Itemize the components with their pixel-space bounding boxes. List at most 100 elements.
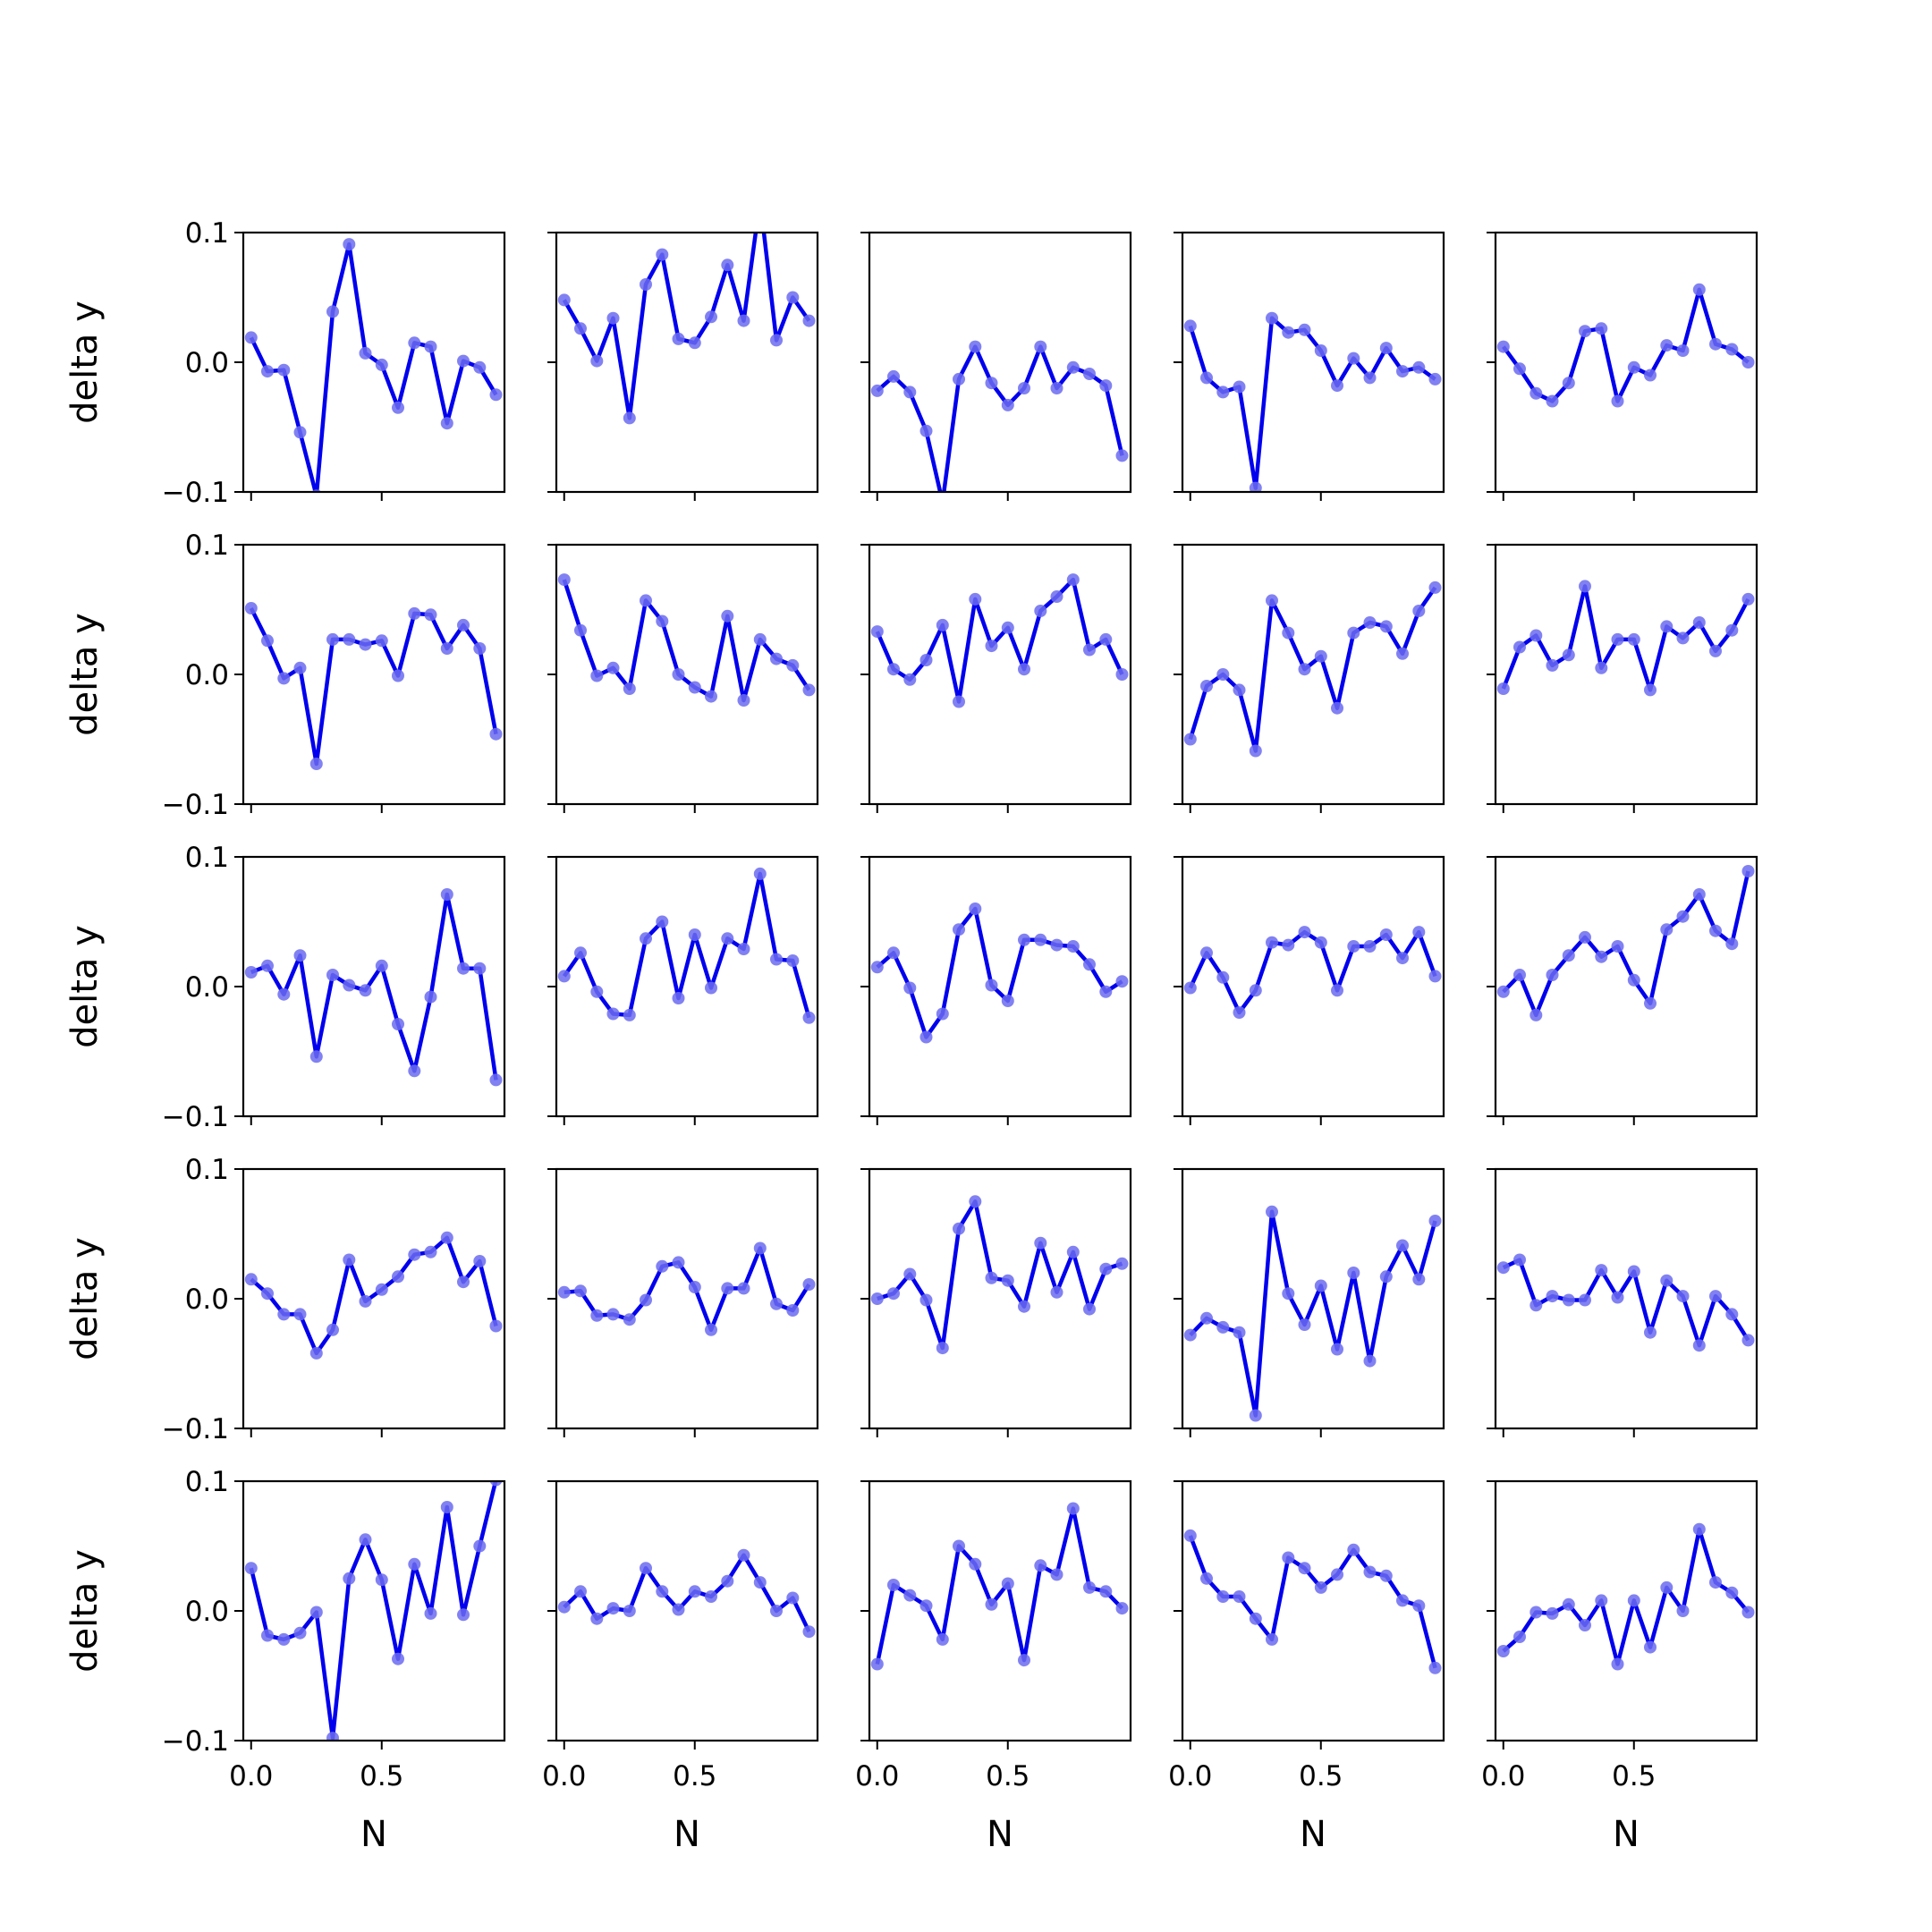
data-point	[1428, 372, 1442, 386]
data-point	[1001, 1577, 1014, 1590]
series-group	[870, 340, 1129, 492]
data-point	[1331, 984, 1343, 997]
series-line	[1188, 316, 1436, 490]
series-group	[557, 573, 816, 707]
data-point	[1363, 371, 1377, 385]
data-point	[870, 625, 884, 639]
y-axis-label: delta y	[64, 301, 106, 424]
data-point	[343, 632, 356, 646]
data-point	[1396, 365, 1409, 378]
data-point	[1595, 950, 1608, 963]
x-tick-label: 0.0	[229, 1760, 273, 1792]
data-point	[953, 1539, 965, 1553]
data-point	[326, 305, 339, 318]
y-tick-label: −0.1	[162, 1413, 229, 1445]
data-point	[1083, 368, 1096, 380]
data-point	[1282, 1287, 1295, 1301]
x-tick-label: 0.0	[1168, 1760, 1212, 1792]
data-point	[623, 1008, 636, 1021]
subplot-frame	[1181, 855, 1445, 1118]
series-line	[1501, 584, 1750, 692]
data-point	[1050, 1568, 1063, 1581]
data-point	[408, 606, 421, 620]
y-axis-label: delta y	[64, 613, 106, 736]
y-tick-label: −0.1	[162, 477, 229, 509]
series-group	[557, 1241, 816, 1336]
data-point	[770, 953, 783, 966]
data-point	[557, 573, 571, 587]
data-point	[688, 1585, 701, 1598]
data-point	[802, 1011, 816, 1024]
data-point	[1050, 590, 1063, 603]
data-point	[277, 363, 291, 377]
data-point	[1298, 323, 1311, 336]
data-point	[1018, 663, 1030, 676]
series-group	[1183, 1529, 1442, 1674]
data-point	[737, 1548, 750, 1562]
data-point	[1001, 995, 1014, 1007]
subplot-frame	[1494, 231, 1758, 494]
data-point	[1562, 949, 1575, 962]
subplot-r2-c2	[547, 543, 819, 813]
data-point	[1363, 1354, 1377, 1368]
data-point	[261, 634, 274, 648]
data-point	[1083, 1580, 1096, 1594]
data-point	[887, 1287, 900, 1301]
data-point	[392, 669, 404, 682]
data-point	[1249, 1409, 1262, 1422]
data-point	[1099, 1262, 1113, 1275]
data-point	[424, 1245, 437, 1258]
data-point	[1099, 379, 1113, 393]
data-point	[640, 932, 652, 945]
subplot-r4-c3	[860, 1167, 1132, 1437]
x-axis-label: N	[674, 1814, 700, 1855]
data-point	[1018, 382, 1030, 394]
data-point	[574, 623, 587, 637]
y-tick-label: 0.1	[185, 842, 229, 874]
data-point	[672, 1256, 685, 1269]
data-point	[392, 1018, 404, 1030]
series-group	[244, 602, 503, 770]
series-group	[1496, 1522, 1755, 1671]
data-point	[326, 1323, 339, 1336]
data-point	[721, 1574, 734, 1588]
subplot-r4-c4	[1174, 1167, 1445, 1437]
data-point	[903, 386, 917, 399]
x-tick-label: 0.5	[986, 1760, 1030, 1792]
data-point	[1725, 937, 1739, 951]
series-group	[244, 1481, 503, 1741]
x-tick-label: 0.5	[360, 1760, 403, 1792]
data-point	[936, 1007, 949, 1021]
data-point	[375, 358, 388, 371]
subplot-r1-c2	[547, 194, 819, 501]
series-line	[1501, 287, 1750, 403]
data-point	[656, 1259, 669, 1273]
data-point	[770, 1297, 783, 1310]
data-point	[392, 401, 404, 414]
data-point	[754, 194, 767, 207]
y-tick-label: 0.0	[185, 1596, 229, 1628]
data-point	[1379, 1569, 1393, 1582]
data-point	[606, 1007, 620, 1021]
data-point	[1331, 701, 1343, 715]
data-point	[721, 609, 734, 623]
data-point	[1644, 996, 1657, 1010]
data-point	[424, 990, 437, 1004]
data-point	[1709, 337, 1722, 351]
data-point	[293, 949, 307, 962]
subplot-r5-c5: 0.0 0.5 N	[1481, 1479, 1758, 1855]
data-point	[1099, 985, 1113, 998]
data-point	[870, 961, 884, 974]
data-point	[309, 1346, 323, 1360]
data-point	[1396, 952, 1409, 965]
data-point	[672, 668, 685, 681]
data-point	[293, 661, 307, 674]
data-point	[1018, 1300, 1030, 1313]
data-point	[1249, 1612, 1262, 1625]
data-point	[1644, 369, 1657, 382]
data-point	[919, 424, 933, 437]
data-point	[1660, 620, 1674, 633]
data-point	[1216, 386, 1230, 399]
data-point	[1066, 1245, 1080, 1258]
